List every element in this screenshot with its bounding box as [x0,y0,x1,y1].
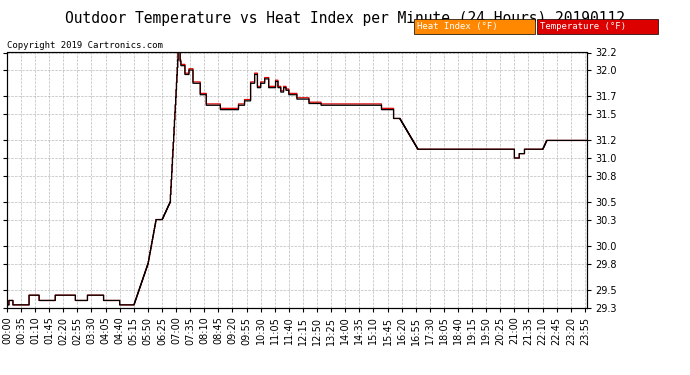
Text: Outdoor Temperature vs Heat Index per Minute (24 Hours) 20190112: Outdoor Temperature vs Heat Index per Mi… [65,11,625,26]
Text: Temperature (°F): Temperature (°F) [540,22,627,31]
Text: Copyright 2019 Cartronics.com: Copyright 2019 Cartronics.com [7,41,163,50]
Text: Heat Index (°F): Heat Index (°F) [417,22,498,31]
